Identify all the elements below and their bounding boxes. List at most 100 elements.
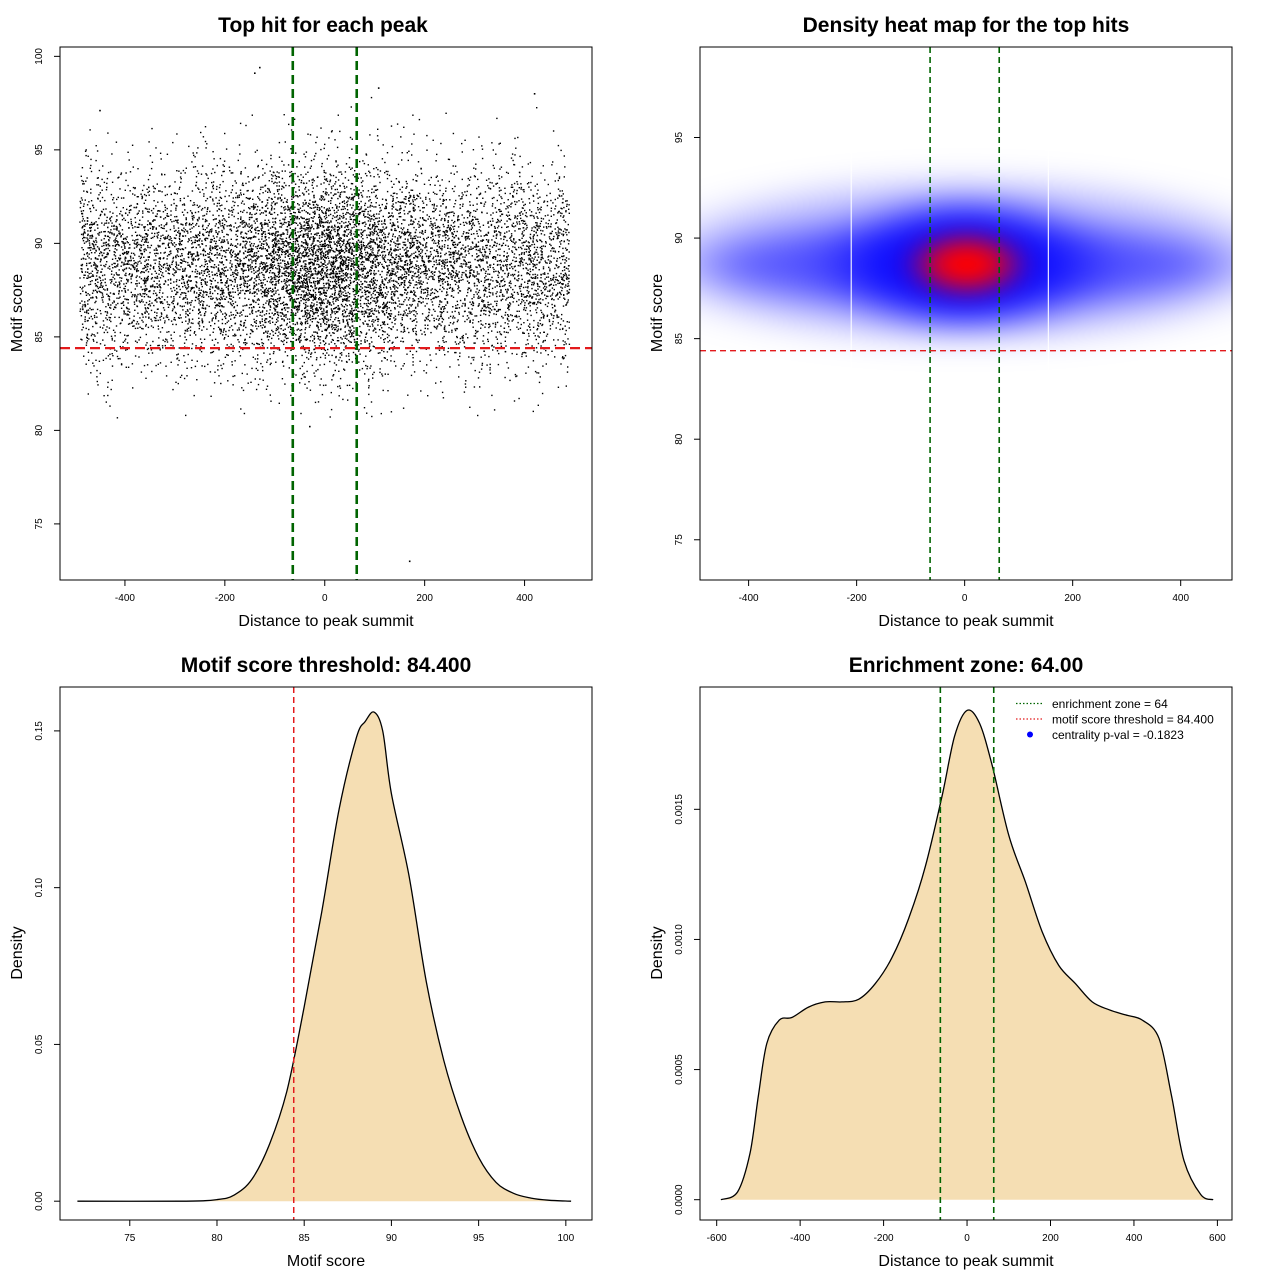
scatter-point (179, 186, 181, 189)
scatter-point (449, 256, 452, 259)
scatter-point (244, 342, 247, 344)
scatter-point (234, 301, 237, 303)
scatter-point (404, 233, 407, 236)
scatter-point (134, 226, 136, 228)
scatter-point (274, 304, 276, 307)
scatter-point (524, 214, 527, 217)
scatter-point (464, 256, 466, 258)
scatter-point (84, 223, 87, 225)
scatter-point (386, 190, 389, 193)
scatter-point (511, 224, 513, 226)
scatter-point (346, 247, 348, 250)
scatter-point (469, 313, 471, 315)
scatter-point (514, 342, 516, 344)
scatter-point (471, 241, 474, 243)
scatter-point (124, 237, 127, 239)
scatter-point (219, 261, 221, 263)
scatter-point (255, 320, 258, 322)
scatter-point (231, 263, 233, 265)
scatter-point (189, 228, 191, 230)
scatter-point (269, 191, 271, 193)
scatter-point (190, 280, 192, 282)
scatter-point (496, 321, 499, 324)
scatter-point (376, 232, 379, 234)
scatter-point (485, 275, 487, 277)
scatter-point (260, 325, 262, 327)
scatter-point (123, 268, 126, 270)
scatter-point (87, 319, 89, 322)
scatter-point (272, 334, 275, 336)
scatter-point (369, 210, 372, 212)
scatter-point (181, 254, 183, 257)
scatter-point (281, 251, 283, 253)
scatter-point (414, 204, 416, 207)
scatter-point (438, 345, 441, 347)
scatter-point (336, 244, 338, 246)
scatter-point (390, 214, 393, 217)
scatter-point (451, 287, 454, 290)
scatter-point (403, 126, 405, 128)
scatter-point (300, 226, 302, 228)
scatter-point (165, 267, 167, 269)
scatter-point (435, 366, 438, 369)
scatter-point (374, 260, 376, 262)
scatter-point (267, 321, 270, 323)
scatter-point (338, 244, 341, 247)
scatter-point (561, 255, 563, 258)
scatter-point (111, 222, 113, 224)
scatter-point (523, 351, 526, 354)
scatter-point (546, 204, 549, 207)
scatter-point (354, 317, 357, 319)
scatter-point (488, 355, 490, 358)
scatter-point (188, 238, 190, 240)
scatter-point (113, 283, 115, 285)
scatter-point (295, 359, 297, 361)
scatter-point (377, 255, 380, 257)
scatter-point (131, 294, 134, 296)
scatter-point (276, 189, 279, 191)
scatter-point (313, 259, 316, 261)
scatter-point (344, 286, 347, 288)
scatter-point (524, 248, 526, 250)
scatter-point (529, 255, 532, 257)
scatter-point (164, 173, 166, 176)
scatter-point (474, 315, 476, 317)
scatter-point (99, 277, 101, 279)
scatter-point (373, 241, 375, 243)
scatter-point (382, 254, 384, 256)
scatter-point (358, 266, 360, 268)
scatter-point (188, 321, 190, 323)
scatter-point (368, 319, 370, 322)
scatter-point (220, 225, 222, 227)
scatter-point (79, 308, 82, 310)
scatter-point (297, 243, 299, 246)
scatter-point (232, 314, 235, 316)
scatter-point (426, 295, 428, 297)
scatter-point (193, 257, 195, 259)
scatter-point (458, 307, 461, 309)
scatter-point (220, 382, 222, 385)
scatter-point (348, 312, 350, 315)
scatter-point (401, 191, 403, 193)
scatter-point (331, 130, 333, 132)
scatter-point (455, 272, 457, 274)
scatter-point (172, 302, 174, 305)
scatter-point (312, 289, 315, 291)
scatter-point (88, 242, 91, 244)
scatter-point (320, 148, 322, 151)
scatter-point (240, 268, 243, 270)
scatter-point (294, 172, 296, 175)
scatter-point (328, 285, 330, 287)
scatter-point (248, 307, 251, 309)
scatter-point (305, 301, 307, 304)
scatter-point (391, 145, 394, 148)
scatter-point (508, 282, 510, 284)
scatter-point (264, 219, 266, 221)
scatter-point (369, 233, 372, 235)
scatter-point (338, 370, 340, 372)
scatter-point (322, 299, 325, 301)
scatter-point (547, 214, 549, 216)
scatter-point (331, 225, 333, 227)
scatter-point (269, 363, 271, 366)
scatter-point (305, 202, 307, 204)
